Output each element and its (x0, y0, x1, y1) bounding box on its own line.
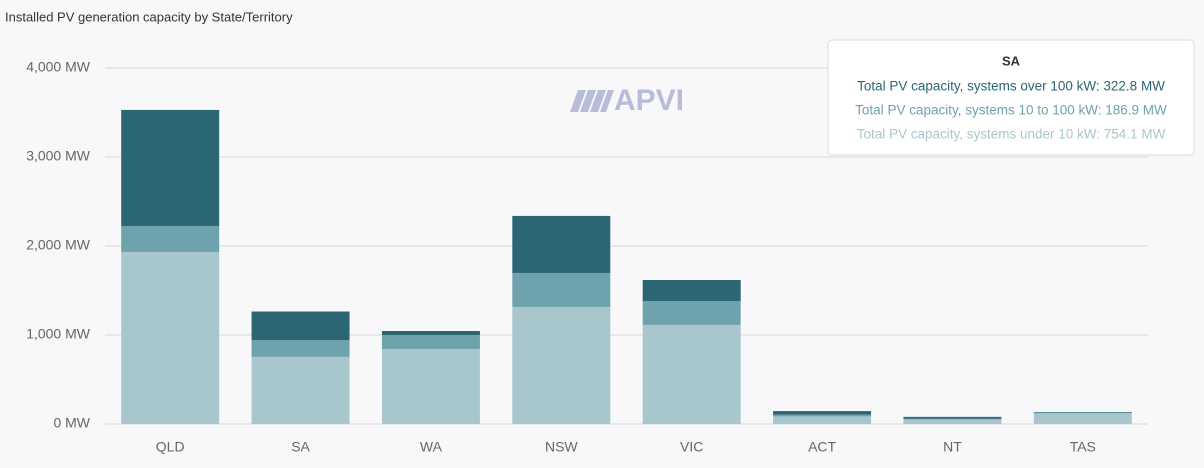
x-tick-label: NT (943, 439, 962, 455)
bar-segment (512, 306, 611, 424)
bar-segment (381, 335, 480, 349)
y-tick-label: 3,000 MW (26, 148, 91, 164)
x-tick-label: TAS (1070, 439, 1096, 455)
x-tick-label: QLD (156, 439, 185, 455)
bar-segment (903, 418, 1002, 420)
tooltip-title: SA (1002, 53, 1021, 68)
y-tick-label: 4,000 MW (26, 59, 91, 75)
x-tick-label: VIC (680, 439, 703, 455)
watermark-logo (570, 90, 614, 112)
bar-segment (512, 215, 611, 273)
bar-segment (642, 324, 741, 424)
bar-segment (251, 356, 350, 424)
y-tick-label: 2,000 MW (26, 237, 91, 253)
tooltip: SA Total PV capacity, systems over 100 k… (827, 39, 1195, 156)
bar-segment (903, 416, 1002, 419)
bar-segment (773, 416, 872, 424)
tooltip-line: Total PV capacity, systems over 100 kW: … (857, 79, 1165, 94)
bar-segment (251, 311, 350, 341)
bar-segment (1033, 412, 1132, 414)
bar-segment (642, 301, 741, 325)
y-tick-label: 0 MW (53, 415, 90, 431)
chart-title: Installed PV generation capacity by Stat… (5, 9, 293, 24)
bar-segment (1033, 413, 1132, 424)
y-tick-label: 1,000 MW (26, 326, 91, 342)
bar-segment (773, 411, 872, 415)
tooltip-line: Total PV capacity, systems 10 to 100 kW:… (855, 103, 1167, 118)
bar-segment (773, 414, 872, 417)
bar-segment (381, 330, 480, 335)
bar-segment (642, 279, 741, 302)
watermark: APVI (614, 84, 684, 117)
bar-segment (121, 109, 220, 226)
x-tick-label: NSW (545, 439, 578, 455)
x-tick-label: ACT (808, 439, 836, 455)
tooltip-line: Total PV capacity, systems under 10 kW: … (857, 127, 1166, 142)
tooltip-box (827, 39, 1195, 156)
x-tick-label: WA (420, 439, 443, 455)
bar-segment (512, 272, 611, 307)
bar-segment (381, 348, 480, 424)
bar-segment (121, 251, 220, 424)
bar-segment (251, 340, 350, 357)
x-tick-label: SA (291, 439, 310, 455)
bar-segment (121, 225, 220, 252)
bar-segment (903, 419, 1002, 424)
